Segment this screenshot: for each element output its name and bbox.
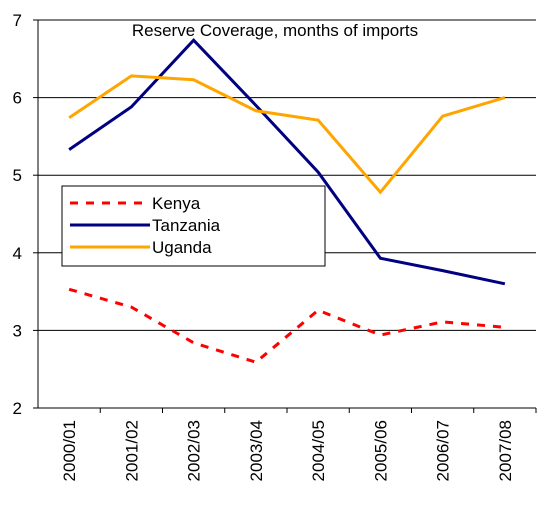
- series-line: [68, 74, 506, 195]
- x-tick-label: 2001/02: [122, 420, 141, 481]
- y-tick-label: 3: [13, 321, 22, 340]
- y-tick-label: 5: [13, 166, 22, 185]
- y-tick-label: 6: [13, 89, 22, 108]
- y-tick-label: 7: [13, 11, 22, 30]
- x-tick-label: 2003/04: [247, 420, 266, 481]
- x-tick-label: 2007/08: [496, 420, 515, 481]
- series-line: [68, 287, 506, 364]
- legend-label: Kenya: [152, 194, 201, 213]
- legend-label: Tanzania: [152, 216, 221, 235]
- y-tick-label: 4: [13, 244, 22, 263]
- y-tick-label: 2: [13, 399, 22, 418]
- x-tick-label: 2000/01: [60, 420, 79, 481]
- x-tick-label: 2002/03: [185, 420, 204, 481]
- x-tick-label: 2006/07: [434, 420, 453, 481]
- chart-title: Reserve Coverage, months of imports: [132, 21, 418, 40]
- x-tick-label: 2005/06: [371, 420, 390, 481]
- legend: Kenya Tanzania Uganda: [61, 185, 326, 267]
- legend-label: Uganda: [152, 238, 212, 257]
- x-tick-label: 2004/05: [309, 420, 328, 481]
- series-line: [68, 37, 506, 286]
